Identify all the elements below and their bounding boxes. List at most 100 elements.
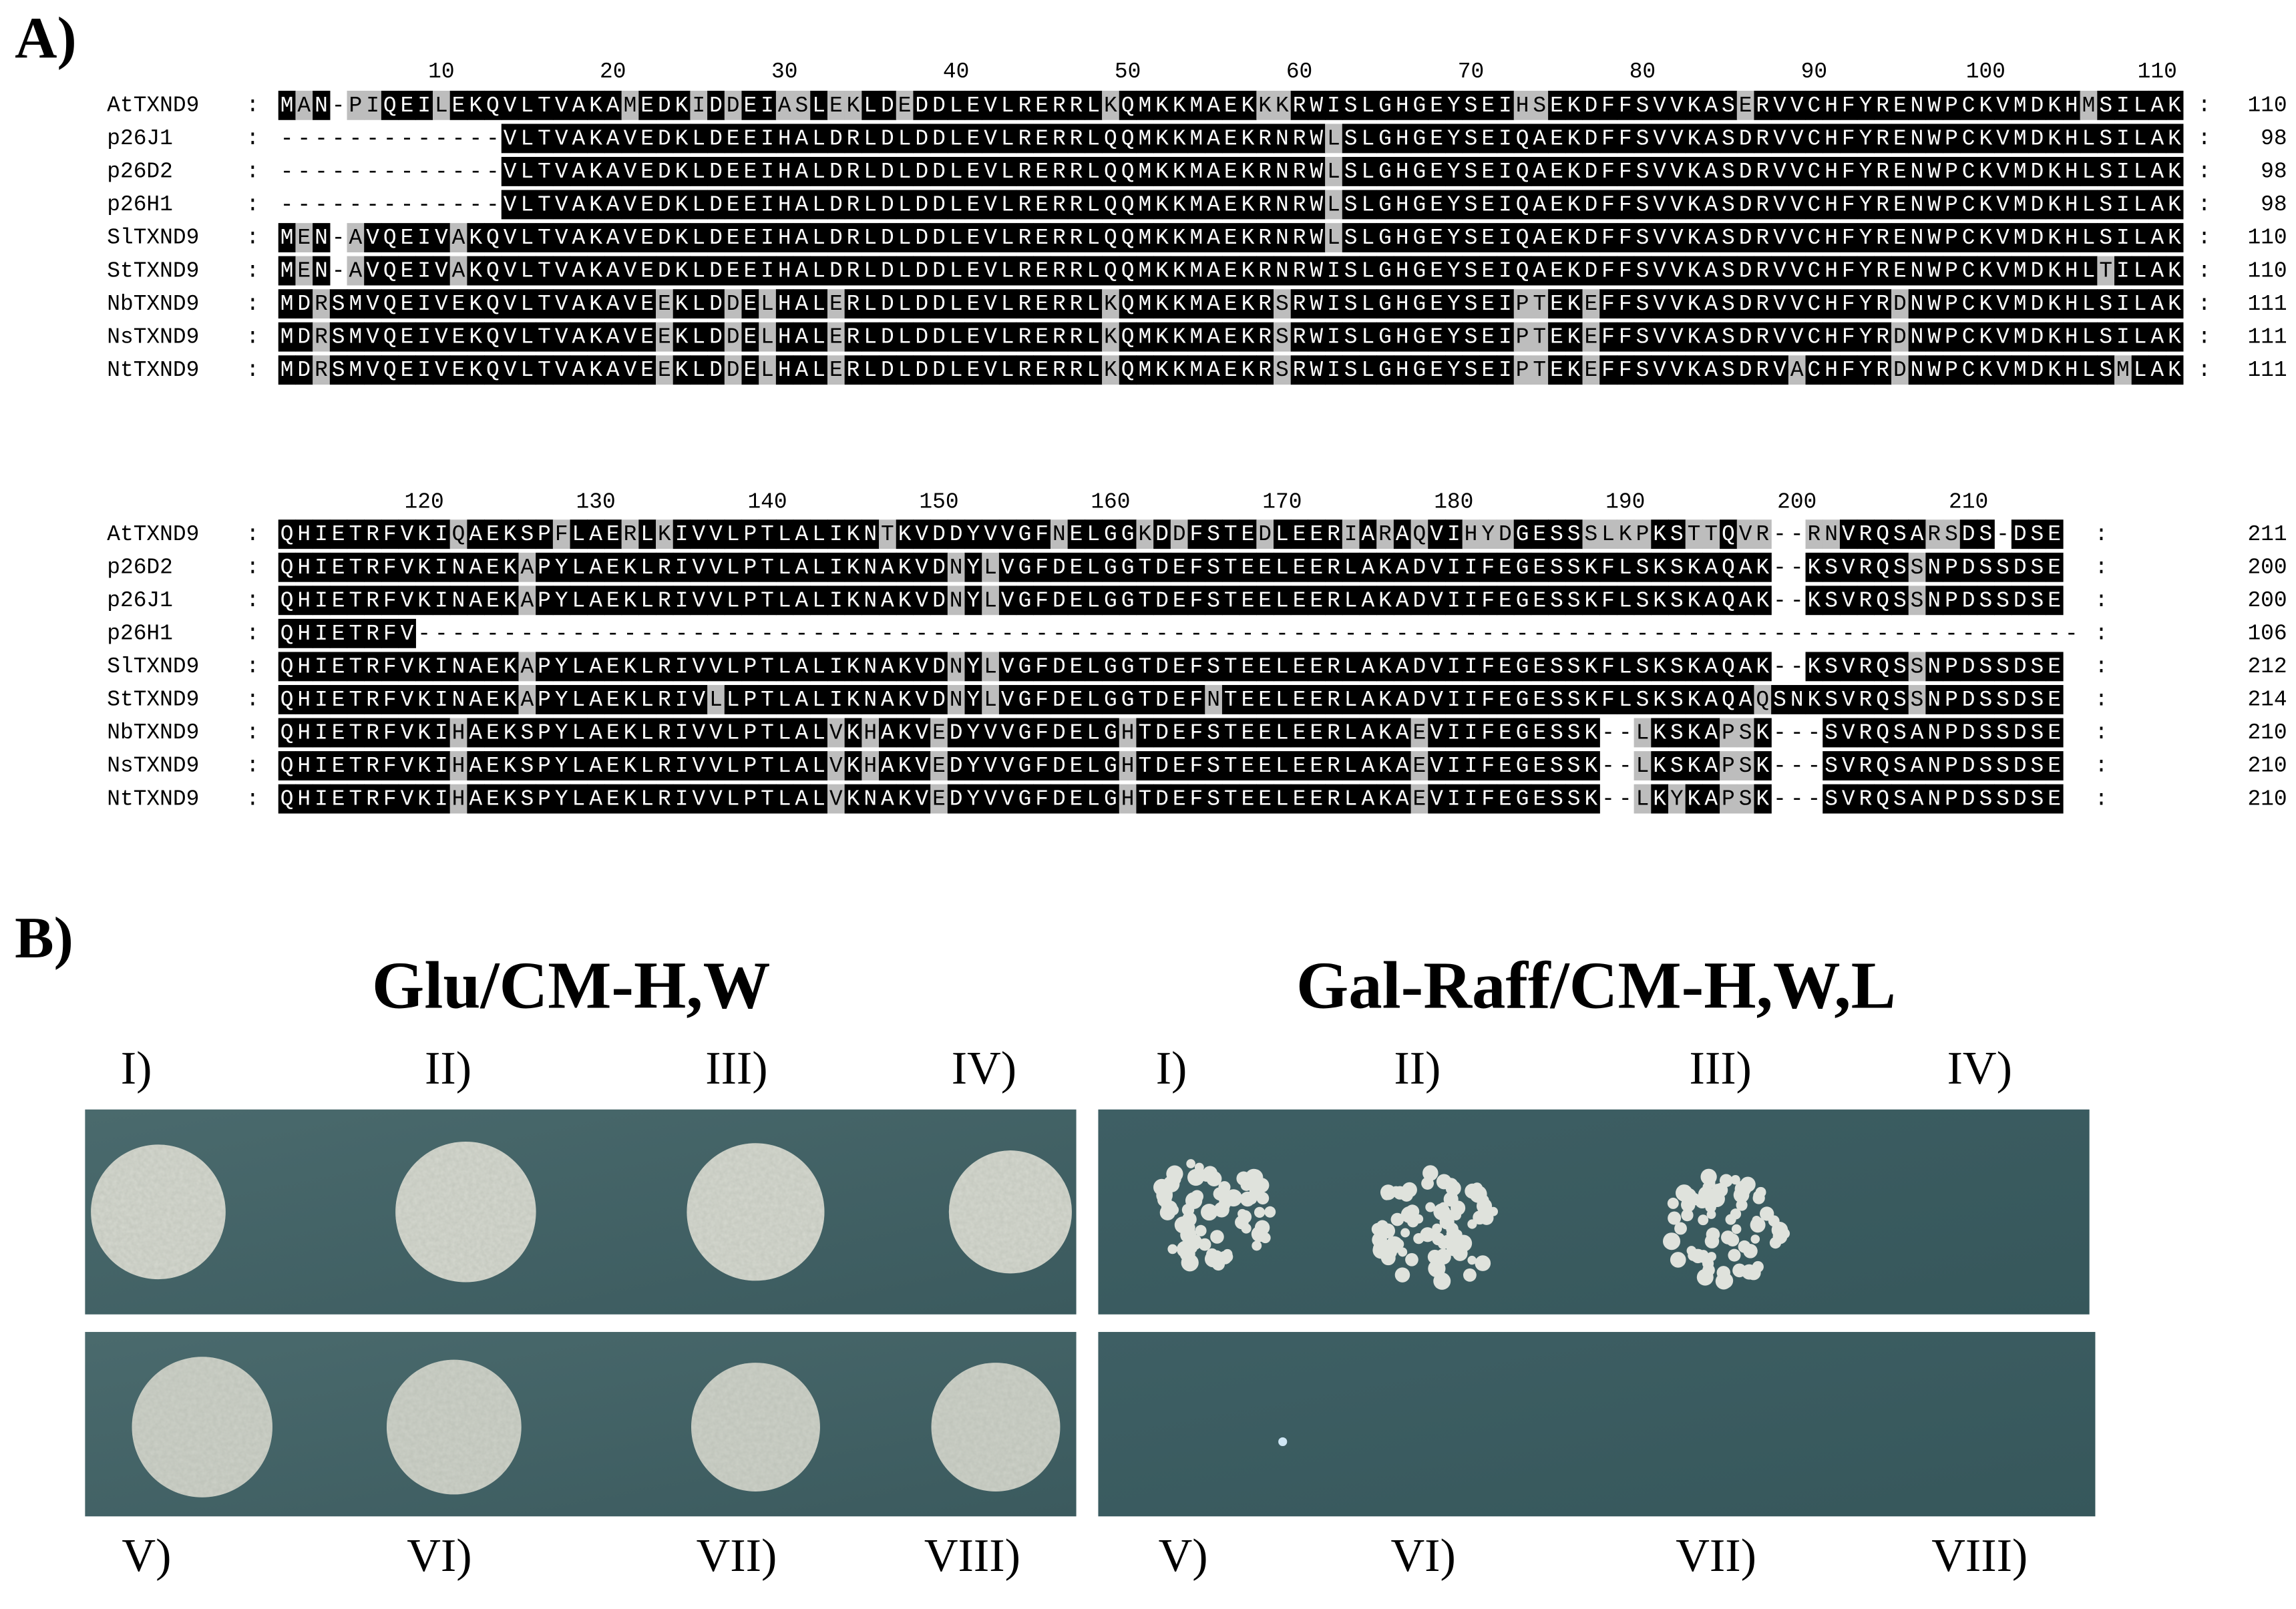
colony (1772, 1229, 1788, 1244)
residue-shade (930, 124, 948, 154)
residue-count: 210 (2247, 754, 2287, 778)
residue-shade (1771, 90, 1789, 120)
colony (1681, 1209, 1694, 1222)
residue-shade (1634, 90, 1652, 120)
residue-shade (690, 90, 708, 120)
colony (1213, 1202, 1229, 1218)
sequence-name: SlTXND9 (107, 226, 199, 250)
residue-shade (2097, 90, 2115, 120)
residue-shade (1119, 90, 1137, 120)
residue-shade (313, 90, 331, 120)
residue-shade (1359, 124, 1377, 154)
residue-shade (844, 124, 863, 154)
residue-shade (1445, 124, 1463, 154)
colony (1420, 1227, 1435, 1242)
residue-shade (964, 124, 982, 154)
separator: : (2095, 622, 2108, 646)
colony (1442, 1234, 1452, 1245)
residue-count: 200 (2247, 555, 2287, 580)
residue-count: 111 (2247, 324, 2287, 349)
residue-shade (947, 124, 966, 154)
residue-shade (1033, 124, 1051, 154)
colonies (91, 1142, 1790, 1498)
residue-shade (998, 124, 1017, 154)
residue-shade (656, 124, 674, 154)
residue-shade (621, 124, 639, 154)
residue-shade (1342, 124, 1360, 154)
residue-shade (1274, 124, 1292, 154)
residue-shade (1256, 124, 1274, 154)
residue-shade (1410, 124, 1428, 154)
sequence-name: StTXND9 (107, 258, 199, 283)
colony (1425, 1202, 1436, 1212)
ruler-number: 160 (1091, 490, 1130, 515)
residue-count: 210 (2247, 786, 2287, 811)
residue-shade (896, 90, 914, 120)
residue-shade (1050, 124, 1069, 154)
residue-shade (1805, 90, 1823, 120)
colony (1752, 1260, 1764, 1273)
colony (1663, 1232, 1681, 1250)
colony (1237, 1210, 1252, 1224)
residue-shade (1565, 90, 1583, 120)
colony-texture (931, 1363, 1061, 1491)
residue-shade (930, 90, 948, 120)
separator: : (246, 622, 260, 646)
colony (1264, 1206, 1276, 1218)
speck (1278, 1437, 1288, 1447)
separator: : (246, 292, 260, 316)
residue-shade (879, 90, 897, 120)
colony-texture (386, 1359, 522, 1495)
residue-shade (793, 90, 811, 120)
residue-shade (1102, 124, 1120, 154)
residue-shade (1170, 124, 1189, 154)
panel-label: A) (15, 5, 77, 70)
residue-count: 98 (2261, 160, 2287, 184)
residue-shade (1994, 90, 2012, 120)
separator: : (2198, 226, 2211, 250)
residue-shade (759, 90, 777, 120)
panel-label: B) (15, 905, 73, 970)
residue-shade (1016, 90, 1034, 120)
colony (1181, 1212, 1197, 1227)
separator: : (2095, 786, 2108, 811)
separator: : (2198, 324, 2211, 349)
residue-shade (1187, 124, 1205, 154)
residue-shade (913, 90, 931, 120)
residue-shade (707, 124, 725, 154)
colony (1405, 1252, 1418, 1267)
strain-label: IV) (952, 1042, 1016, 1094)
colony (1467, 1255, 1477, 1265)
separator: : (246, 226, 260, 250)
residue-count: 110 (2247, 258, 2287, 283)
colony (1690, 1248, 1706, 1264)
residue-shade (673, 124, 691, 154)
colony (1161, 1199, 1175, 1213)
colony (1181, 1254, 1199, 1272)
ruler-number: 170 (1262, 490, 1302, 515)
plate (1098, 1332, 2096, 1517)
strain-label: VIII) (924, 1530, 1020, 1582)
residue-shade (295, 90, 313, 120)
residue-shade (638, 90, 656, 120)
residue-shade (2131, 90, 2150, 120)
sequence-name: p26D2 (107, 160, 173, 184)
colony (1186, 1159, 1195, 1168)
colony (1163, 1176, 1180, 1193)
residue-shade (1239, 90, 1257, 120)
residue-shade (449, 90, 468, 120)
residue-count: 214 (2247, 688, 2287, 712)
residue-shade (1085, 90, 1103, 120)
residue-shade (1221, 90, 1240, 120)
separator: : (2198, 358, 2211, 383)
colony (1705, 1201, 1716, 1213)
residue-count: 212 (2247, 654, 2287, 679)
sequence-name: NtTXND9 (107, 786, 199, 811)
residue-shade (844, 90, 863, 120)
colony (1185, 1192, 1203, 1209)
residue-shade (1479, 124, 1497, 154)
residue-shade (2062, 90, 2081, 120)
colony (1738, 1240, 1751, 1253)
